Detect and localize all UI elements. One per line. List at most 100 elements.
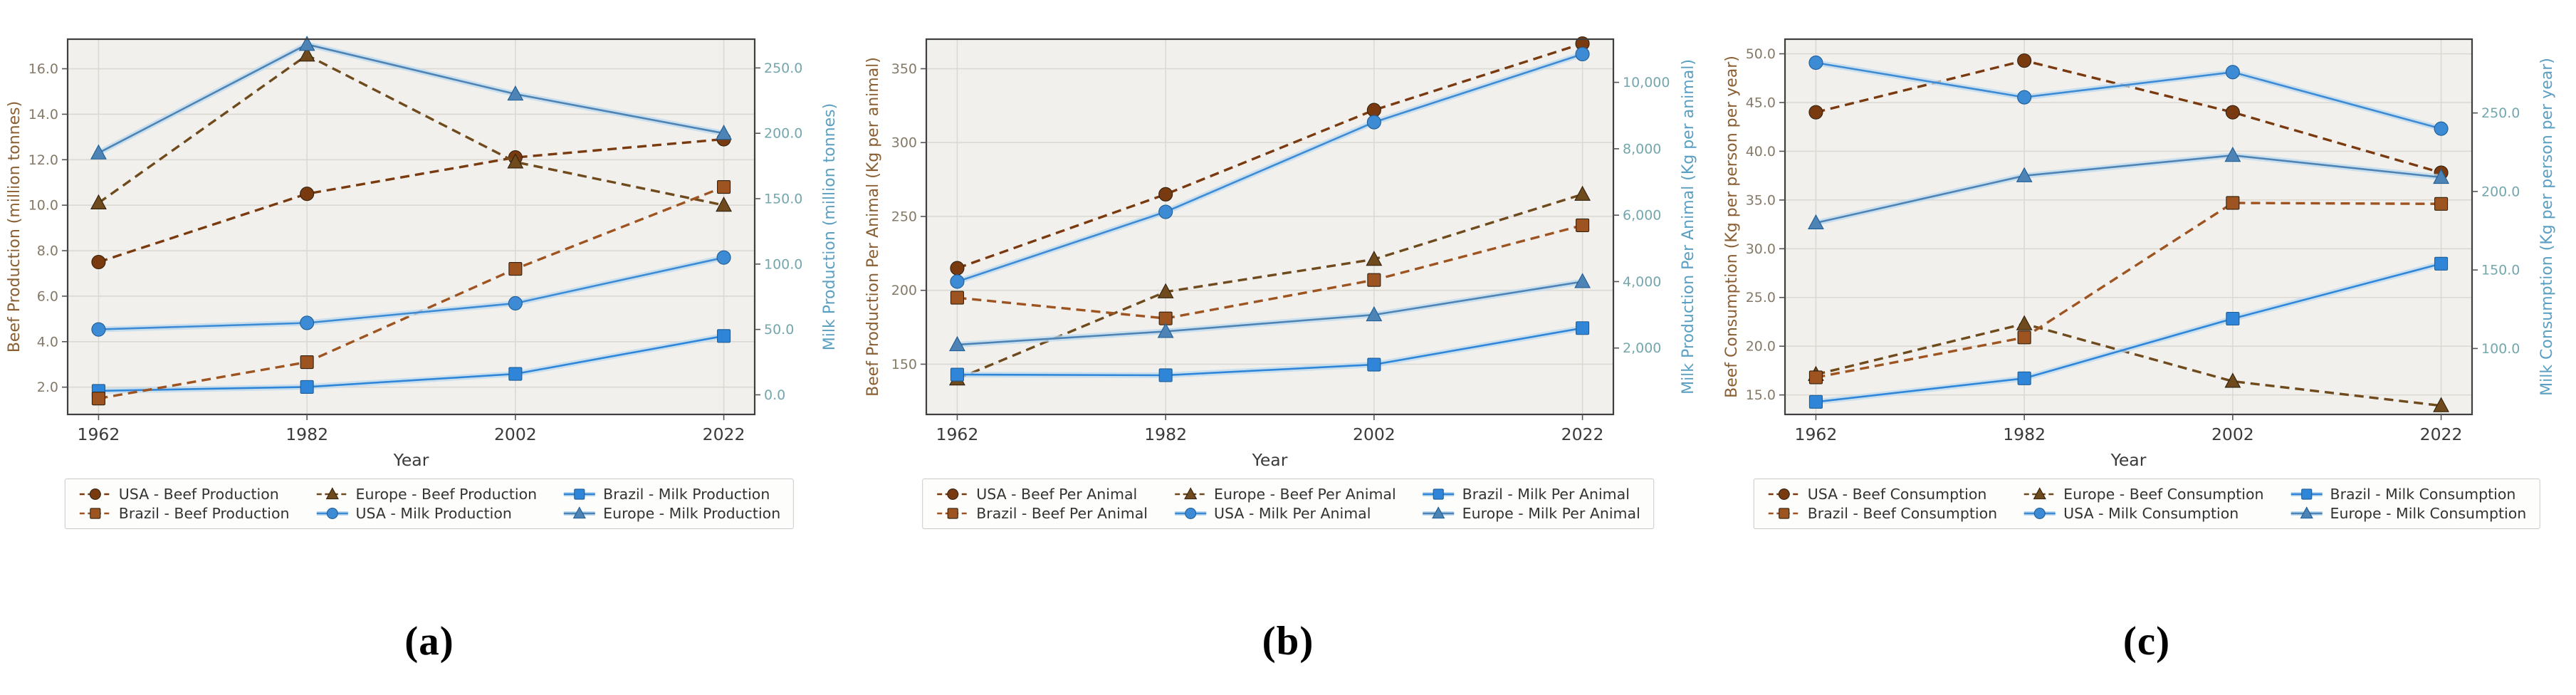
marker-square — [947, 508, 958, 519]
legend-item: USA - Beef Production — [78, 486, 290, 503]
svg-text:250.0: 250.0 — [764, 61, 802, 76]
x-axis-ticks: 1962 1982 2002 2022 — [936, 414, 1603, 444]
marker-circle — [1158, 187, 1173, 202]
marker-triangle — [2224, 147, 2241, 162]
svg-text:25.0: 25.0 — [1746, 290, 1776, 305]
marker-circle — [326, 508, 338, 519]
marker-triangle — [716, 125, 732, 140]
series-usa-beef-per-animal — [950, 36, 1590, 276]
marker-square — [300, 380, 314, 394]
marker-triangle — [325, 487, 339, 500]
marker-circle — [2017, 90, 2032, 105]
legend-marker-usa-milk-production — [316, 508, 348, 519]
marker-triangle — [1157, 283, 1174, 298]
svg-text:16.0: 16.0 — [28, 61, 58, 77]
marker-square — [1367, 357, 1381, 372]
legend-label: Europe - Beef Consumption — [2063, 486, 2264, 503]
svg-text:2002: 2002 — [1353, 424, 1396, 444]
svg-text:2,000: 2,000 — [1623, 340, 1661, 356]
legend-item: USA - Milk Consumption — [2023, 505, 2263, 522]
marker-square — [90, 508, 101, 519]
marker-triangle — [2433, 397, 2449, 412]
svg-text:1962: 1962 — [1795, 424, 1838, 444]
legend-marker-brazil-beef-production — [79, 508, 111, 519]
svg-text:10,000: 10,000 — [1623, 75, 1670, 90]
marker-square — [2017, 371, 2031, 385]
svg-text:2.0: 2.0 — [37, 380, 58, 395]
marker-triangle — [507, 153, 524, 169]
marker-square — [1576, 321, 1590, 335]
marker-circle — [1366, 115, 1381, 130]
legend-label: Brazil - Beef Per Animal — [976, 505, 1148, 522]
marker-circle — [2017, 53, 2032, 68]
legend-label: Brazil - Beef Consumption — [1807, 505, 1998, 522]
svg-text:100.0: 100.0 — [764, 256, 802, 272]
plot-border — [66, 38, 756, 416]
series-brazil-milk-per-animal — [950, 321, 1590, 382]
x-axis-ticks: 1962 1982 2002 2022 — [1795, 414, 2462, 444]
chart-panel-c: 15.0 20.0 25.0 30.0 35.0 40.0 45.0 50.0 100.0 150… — [1717, 0, 2576, 612]
marker-triangle — [2433, 168, 2449, 184]
marker-square — [574, 488, 585, 500]
legend-marker-europe-beef-production — [316, 487, 348, 500]
marker-circle — [716, 250, 731, 265]
svg-text:200.0: 200.0 — [2481, 184, 2520, 199]
caption-c: (c) — [2122, 619, 2171, 664]
plot-border — [925, 38, 1615, 416]
plot-background — [68, 39, 755, 414]
legend-item: Europe - Milk Production — [562, 505, 780, 522]
chart-a-legend: USA - Beef Production Europe - Beef Produ… — [64, 479, 795, 529]
legend-label: Europe - Milk Per Animal — [1462, 505, 1640, 522]
plot-background — [1785, 39, 2472, 414]
marker-square — [2434, 197, 2449, 211]
marker-square — [1576, 218, 1590, 232]
series-usa-milk-production — [91, 250, 731, 337]
svg-text:14.0: 14.0 — [28, 107, 58, 122]
legend-item: Europe - Milk Consumption — [2290, 505, 2526, 522]
svg-text:8,000: 8,000 — [1623, 141, 1661, 157]
marker-square — [717, 329, 731, 343]
series-usa-milk-consumption — [1808, 56, 2449, 136]
marker-square — [1808, 394, 1823, 409]
legend-marker-europe-beef-consumption — [2024, 487, 2056, 500]
svg-text:1982: 1982 — [286, 424, 328, 444]
series-brazil-milk-consumption — [1808, 256, 2449, 409]
svg-text:350: 350 — [891, 61, 917, 77]
legend-marker-europe-milk-consumption — [2290, 506, 2323, 519]
legend-label: USA - Beef Production — [118, 486, 279, 503]
legend-label: USA - Milk Consumption — [2063, 505, 2239, 522]
marker-circle — [950, 274, 965, 289]
legend-label: Europe - Beef Production — [355, 486, 538, 503]
right-axis-ticks: 2,000 4,000 6,000 8,000 10,000 — [1613, 75, 1670, 356]
series-brazil-beef-production — [91, 180, 731, 406]
svg-text:200: 200 — [891, 283, 917, 298]
legend-item: Brazil - Beef Per Animal — [936, 505, 1148, 522]
legend-label: Europe - Milk Production — [603, 505, 781, 522]
marker-triangle — [298, 46, 315, 62]
chart-panel-a: 2.0 4.0 6.0 8.0 10.0 12.0 14.0 16.0 0.0 50.0 100.0… — [0, 0, 859, 612]
marker-circle — [2434, 121, 2449, 136]
legend-label: Brazil - Milk Per Animal — [1462, 486, 1630, 503]
legend-label: Brazil - Beef Production — [118, 505, 290, 522]
marker-square — [950, 291, 964, 305]
svg-text:45.0: 45.0 — [1746, 95, 1776, 110]
marker-square — [2017, 330, 2031, 345]
right-axis-label: Milk Production (million tonnes) — [821, 103, 839, 350]
marker-square — [508, 367, 523, 381]
series-europe-milk-consumption — [1808, 147, 2449, 230]
marker-circle — [2225, 105, 2240, 120]
marker-triangle — [2016, 315, 2033, 330]
chart-b-legend: USA - Beef Per Animal Europe - Beef Per A… — [922, 479, 1654, 529]
legend-item: Brazil - Beef Production — [78, 505, 290, 522]
chart-b-canvas: 150 200 250 300 350 2,000 4,000 6,000 8,000 10,00… — [864, 36, 1697, 470]
series-usa-milk-per-animal — [950, 46, 1590, 289]
legend-marker-europe-milk-per-animal — [1423, 506, 1455, 519]
left-axis-label: Beef Production Per Animal (Kg per anima… — [864, 57, 882, 397]
series-europe-milk-production — [90, 36, 732, 160]
plot-border — [1784, 38, 2473, 416]
marker-circle — [300, 187, 315, 202]
caption-a: (a) — [404, 619, 454, 664]
svg-text:50.0: 50.0 — [764, 322, 794, 338]
svg-text:250.0: 250.0 — [2481, 105, 2520, 121]
legend-label: Brazil - Milk Consumption — [2330, 486, 2516, 503]
